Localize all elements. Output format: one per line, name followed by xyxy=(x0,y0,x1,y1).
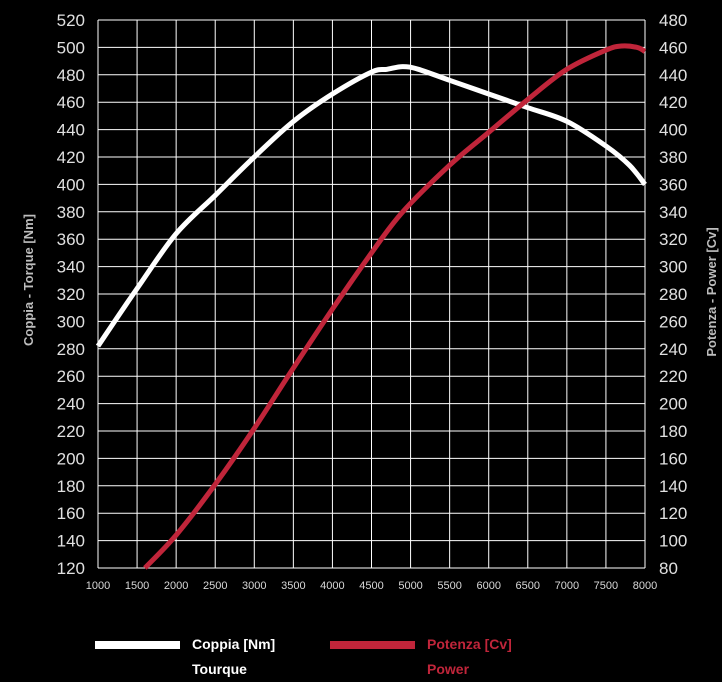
left-axis-title: Coppia - Torque [Nm] xyxy=(21,214,36,346)
right-tick-label-19: 460 xyxy=(659,38,687,57)
x-tick-label-8: 5000 xyxy=(398,580,422,592)
x-tick-label-14: 8000 xyxy=(633,580,657,592)
series-line-torque xyxy=(95,64,647,348)
legend-label-torque: Coppia [Nm] xyxy=(192,636,276,652)
right-tick-label-14: 360 xyxy=(659,175,687,194)
left-tick-label-1: 140 xyxy=(57,532,85,551)
x-tick-label-1: 1500 xyxy=(125,580,149,592)
x-tick-label-5: 3500 xyxy=(281,580,305,592)
left-tick-label-11: 340 xyxy=(57,258,85,277)
series-line-power xyxy=(143,43,647,570)
x-tick-label-7: 4500 xyxy=(359,580,383,592)
left-tick-label-14: 400 xyxy=(57,175,85,194)
right-tick-label-16: 400 xyxy=(659,121,687,140)
left-tick-label-0: 120 xyxy=(57,559,85,578)
x-tick-label-13: 7500 xyxy=(594,580,618,592)
right-tick-label-13: 340 xyxy=(659,203,687,222)
x-tick-label-3: 2500 xyxy=(203,580,227,592)
left-tick-label-8: 280 xyxy=(57,340,85,359)
left-tick-label-10: 320 xyxy=(57,285,85,304)
left-tick-label-12: 360 xyxy=(57,230,85,249)
right-tick-label-17: 420 xyxy=(659,93,687,112)
chart: 120 140 160 180 200 220 240 260 280 300 320 340 360 3… xyxy=(21,11,719,592)
legend-label-power-en: Power xyxy=(427,661,470,677)
right-tick-label-4: 160 xyxy=(659,449,687,468)
right-tick-label-2: 120 xyxy=(659,504,687,523)
left-tick-label-4: 200 xyxy=(57,449,85,468)
x-axis-ticks: 1000 1500 2000 2500 3000 3500 4000 4500 5000 5500… xyxy=(86,580,657,592)
right-tick-label-6: 200 xyxy=(659,395,687,414)
right-tick-label-12: 320 xyxy=(659,230,687,249)
left-tick-label-16: 440 xyxy=(57,121,85,140)
left-tick-label-9: 300 xyxy=(57,312,85,331)
left-tick-label-15: 420 xyxy=(57,148,85,167)
right-tick-label-20: 480 xyxy=(659,11,687,30)
left-tick-label-20: 520 xyxy=(57,11,85,30)
right-axis-title: Potenza - Power [Cv] xyxy=(704,227,719,356)
legend-swatch-power xyxy=(330,641,415,649)
left-tick-label-5: 220 xyxy=(57,422,85,441)
left-tick-label-18: 480 xyxy=(57,66,85,85)
right-tick-label-3: 140 xyxy=(659,477,687,496)
left-tick-label-7: 260 xyxy=(57,367,85,386)
x-tick-label-2: 2000 xyxy=(164,580,188,592)
right-tick-label-1: 100 xyxy=(659,532,687,551)
legend-label-torque-en: Tourque xyxy=(192,661,247,677)
x-tick-label-10: 6000 xyxy=(476,580,500,592)
grid xyxy=(97,19,646,569)
right-tick-label-10: 280 xyxy=(659,285,687,304)
x-tick-label-11: 6500 xyxy=(516,580,540,592)
right-tick-label-7: 220 xyxy=(659,367,687,386)
legend-label-power: Potenza [Cv] xyxy=(427,636,512,652)
right-tick-label-9: 260 xyxy=(659,312,687,331)
x-tick-label-0: 1000 xyxy=(86,580,110,592)
right-tick-label-15: 380 xyxy=(659,148,687,167)
legend-item-torque: Coppia [Nm] Tourque xyxy=(95,632,315,682)
left-tick-label-2: 160 xyxy=(57,504,85,523)
right-tick-label-0: 80 xyxy=(659,559,678,578)
left-tick-label-13: 380 xyxy=(57,203,85,222)
left-tick-label-17: 460 xyxy=(57,93,85,112)
left-tick-label-19: 500 xyxy=(57,38,85,57)
x-tick-label-12: 7000 xyxy=(555,580,579,592)
series-layer xyxy=(95,43,647,570)
left-tick-label-6: 240 xyxy=(57,395,85,414)
left-tick-label-3: 180 xyxy=(57,477,85,496)
right-tick-label-18: 440 xyxy=(659,66,687,85)
right-tick-label-11: 300 xyxy=(659,258,687,277)
right-tick-label-5: 180 xyxy=(659,422,687,441)
x-tick-label-9: 5500 xyxy=(437,580,461,592)
x-tick-label-6: 4000 xyxy=(320,580,344,592)
right-axis-ticks: 80 100 120 140 160 180 200 220 240 260 280 300 320 34… xyxy=(659,11,687,578)
x-tick-label-4: 3000 xyxy=(242,580,266,592)
legend-swatch-torque xyxy=(95,641,180,649)
right-tick-label-8: 240 xyxy=(659,340,687,359)
legend-item-power: Potenza [Cv] Power xyxy=(330,632,550,682)
left-axis-ticks: 120 140 160 180 200 220 240 260 280 300 320 340 360 3… xyxy=(57,11,85,578)
